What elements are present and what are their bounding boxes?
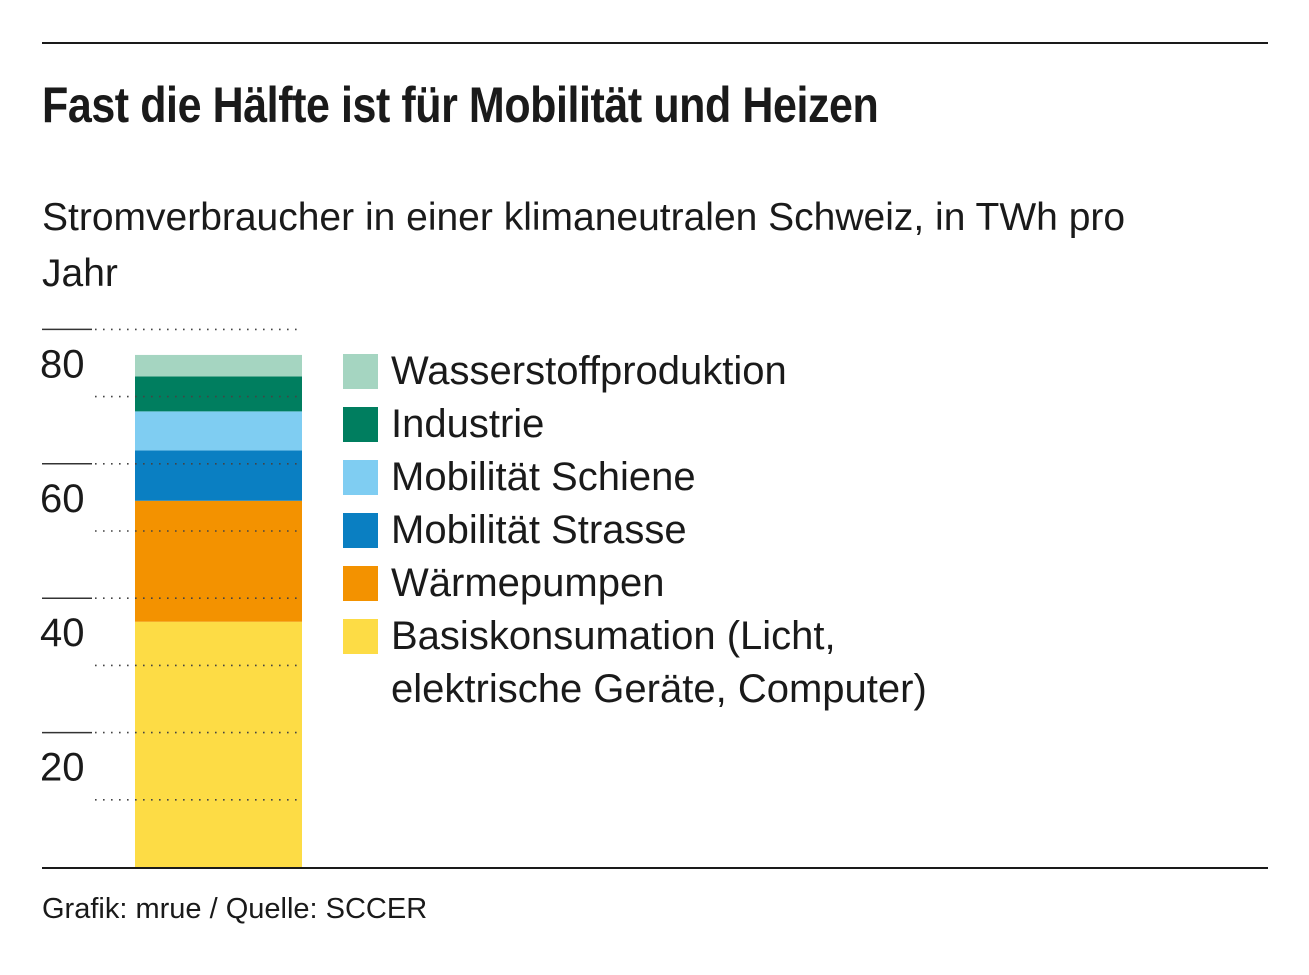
y-tick-label: 60 xyxy=(40,477,85,521)
chart-title: Fast die Hälfte ist für Mobilität und He… xyxy=(42,77,879,133)
legend-swatch xyxy=(343,513,378,548)
bar-segment xyxy=(135,376,302,412)
legend-label: Basiskonsumation (Licht, elektrische Ger… xyxy=(391,614,927,711)
legend-swatch xyxy=(343,460,378,495)
chart-subtitle: Stromverbraucher in einer klimaneutralen… xyxy=(42,196,1126,295)
y-tick-label: 40 xyxy=(40,611,85,655)
source-credit: Grafik: mrue / Quelle: SCCER xyxy=(42,893,428,925)
bar-segment xyxy=(135,621,302,867)
legend-label: Wärmepumpen xyxy=(391,561,665,605)
bar-segment xyxy=(135,500,302,622)
legend-item: Mobilität Schiene xyxy=(343,451,1031,504)
bottom-rule xyxy=(42,867,1268,869)
legend-swatch xyxy=(343,619,378,654)
chart-legend: Wasserstoffproduktion Industrie Mobilitä… xyxy=(343,345,1031,716)
legend-swatch xyxy=(343,407,378,442)
bar-segment xyxy=(135,450,302,501)
legend-item: Basiskonsumation (Licht, elektrische Ger… xyxy=(343,610,1031,716)
legend-label: Industrie xyxy=(391,402,545,446)
legend-label: Mobilität Schiene xyxy=(391,455,696,499)
legend-label: Wasserstoffproduktion xyxy=(391,349,787,393)
legend-item: Industrie xyxy=(343,398,1031,451)
y-tick-label: 20 xyxy=(40,746,85,790)
top-rule xyxy=(42,42,1268,44)
legend-swatch xyxy=(343,566,378,601)
legend-item: Wasserstoffproduktion xyxy=(343,345,1031,398)
legend-item: Mobilität Strasse xyxy=(343,504,1031,557)
y-tick-label: 80 xyxy=(40,342,85,386)
bar-segment xyxy=(135,411,302,451)
bar-segment xyxy=(135,354,302,377)
legend-swatch xyxy=(343,354,378,389)
legend-label: Mobilität Strasse xyxy=(391,508,687,552)
legend-item: Wärmepumpen xyxy=(343,557,1031,610)
